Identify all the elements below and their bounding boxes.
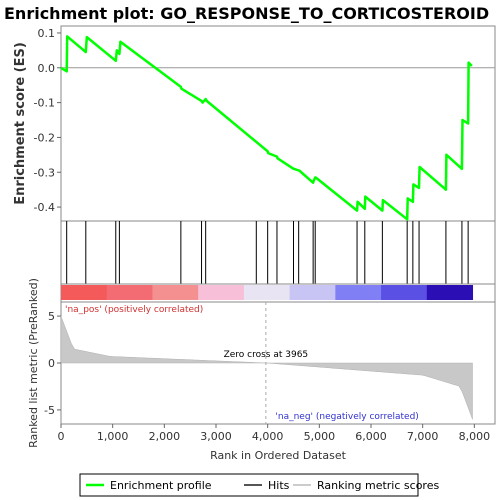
es-ytick-label: 0.1 [38, 27, 56, 40]
xtick-label: 6,000 [355, 430, 387, 443]
metric-ytick-label: 0 [48, 357, 55, 370]
metric-ytick-label: 5 [48, 310, 55, 323]
heatmap-segment [427, 285, 473, 300]
x-axis-label: Rank in Ordered Dataset [210, 449, 347, 462]
xtick-label: 2,000 [149, 430, 181, 443]
xtick-label: 3,000 [200, 430, 232, 443]
heatmap-segment [290, 285, 336, 300]
es-ytick-label: -0.2 [34, 131, 55, 144]
heatmap-segment [61, 285, 107, 300]
es-ytick-label: -0.3 [34, 166, 55, 179]
heatmap-segment [244, 285, 290, 300]
xtick-label: 4,000 [252, 430, 284, 443]
metric-axis-label: Ranked list metric (PreRanked) [27, 278, 40, 448]
es-ytick-label: -0.1 [34, 97, 55, 110]
hits-panel [61, 221, 495, 284]
legend: Enrichment profile Hits Ranking metric sco… [80, 474, 439, 496]
legend-label: Hits [268, 479, 290, 492]
positive-correlation-label: 'na_pos' (positively correlated) [65, 305, 203, 315]
rank-heatmap [61, 284, 495, 302]
xtick-label: 1,000 [97, 430, 129, 443]
xtick-label: 0 [58, 430, 65, 443]
es-panel-frame [61, 26, 495, 221]
heatmap-segment [152, 285, 198, 300]
chart-title: Enrichment plot: GO_RESPONSE_TO_CORTICOS… [4, 4, 489, 23]
zero-cross-label: Zero cross at 3965 [224, 350, 309, 360]
xtick-label: 7,000 [407, 430, 439, 443]
es-ytick-label: -0.4 [34, 201, 55, 214]
legend-label: Enrichment profile [110, 479, 212, 492]
es-axis-label: Enrichment score (ES) [13, 42, 28, 205]
xtick-label: 8,000 [459, 430, 491, 443]
negative-correlation-label: 'na_neg' (negatively correlated) [275, 412, 418, 422]
xtick-label: 5,000 [304, 430, 336, 443]
heatmap-segment [107, 285, 153, 300]
es-panel: 0.1 0.0 -0.1 -0.2 -0.3 -0.4 Enrichment score (… [13, 26, 495, 221]
heatmap-segment [381, 285, 427, 300]
metric-ytick-label: -5 [44, 404, 55, 417]
heatmap-segment [198, 285, 244, 300]
es-ytick-label: 0.0 [38, 62, 56, 75]
legend-label: Ranking metric scores [317, 479, 439, 492]
heatmap-segment [335, 285, 381, 300]
hits-panel-frame [61, 221, 495, 284]
